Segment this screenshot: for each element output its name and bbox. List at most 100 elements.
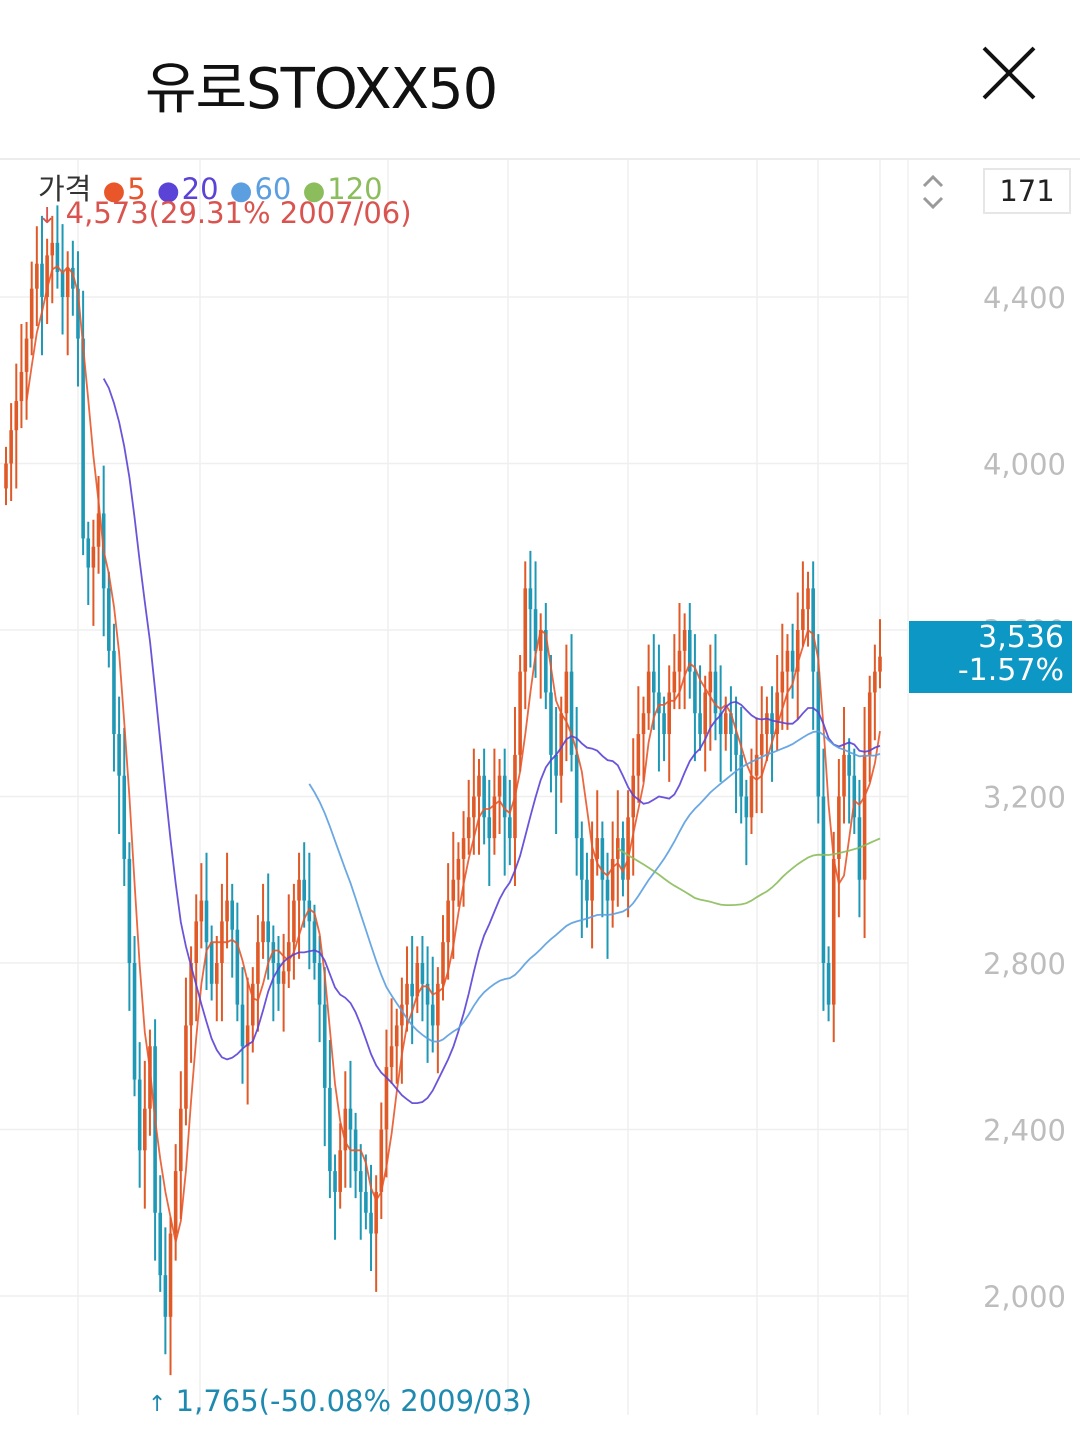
high-annotation-text: 4,573(29.31% 2007/06) <box>65 196 412 230</box>
candle-body <box>847 754 851 776</box>
candle-body <box>698 713 702 735</box>
current-price-badge: 3,536 -1.57% <box>909 621 1072 693</box>
legend-ma5-label: 5 <box>127 172 146 206</box>
candle-body <box>35 263 39 289</box>
candle-body <box>261 921 265 943</box>
candle-body <box>472 796 476 818</box>
candle-body <box>163 1275 168 1317</box>
candle-body <box>662 713 666 735</box>
candle-body <box>497 775 502 797</box>
low-annotation-text: 1,765(-50.08% 2009/03) <box>175 1384 533 1418</box>
candle-body <box>112 650 116 735</box>
ma60-line <box>308 730 881 1043</box>
candle-body <box>492 796 497 839</box>
candle-body <box>358 1171 363 1192</box>
candle-body <box>749 775 754 818</box>
candle-body <box>590 858 594 901</box>
candle-body <box>775 692 779 735</box>
candle-body <box>456 858 461 880</box>
candle-body <box>250 983 255 1026</box>
candle-body <box>451 879 456 901</box>
candle-body <box>646 671 651 714</box>
candle-body <box>173 1171 178 1234</box>
candle-body <box>168 1233 173 1317</box>
candle-body <box>430 1004 435 1026</box>
candle-body <box>199 900 204 922</box>
candle-body <box>723 713 728 735</box>
legend-ma60-dot: ● <box>229 176 253 206</box>
legend-ma20-label: 20 <box>181 172 219 206</box>
candle-body <box>45 255 49 297</box>
candle-body <box>682 630 687 651</box>
candle-body <box>600 838 605 880</box>
candle-body <box>19 371 24 402</box>
candle-body <box>40 263 44 297</box>
sort-updown-icon[interactable] <box>918 172 948 212</box>
candle-body <box>538 630 543 651</box>
candle-body <box>734 734 738 755</box>
high-annotation: ↓ 4,573(29.31% 2007/06) <box>38 196 412 230</box>
candle-body <box>276 963 281 984</box>
candle-body <box>765 713 769 735</box>
candle-body <box>333 1171 337 1192</box>
legend-price-label: 가격 <box>38 172 92 206</box>
candle-body <box>410 983 414 997</box>
candle-body <box>549 692 553 755</box>
candle-body <box>610 858 615 901</box>
candle-body <box>60 272 65 297</box>
y-tick-label: 3,200 <box>983 781 1066 815</box>
page-title: 유로STOXX50 <box>145 57 498 122</box>
candle-body <box>9 430 13 464</box>
candle-body <box>369 1212 373 1234</box>
y-tick-label: 4,400 <box>983 281 1066 315</box>
candle-body <box>117 734 121 776</box>
close-icon[interactable] <box>978 42 1040 104</box>
candle-body <box>91 546 96 568</box>
candle-body <box>677 650 682 672</box>
arrow-up-icon: ↑ <box>148 1392 167 1417</box>
candle-body <box>328 1087 332 1172</box>
candle-body <box>842 754 846 797</box>
candle-body <box>374 1191 378 1234</box>
candle-body <box>837 796 841 859</box>
candle-body <box>281 971 286 984</box>
candle-body <box>189 963 193 1026</box>
candle-body <box>307 900 312 922</box>
candle-body <box>559 713 564 776</box>
legend-ma20-dot: ● <box>156 176 180 206</box>
candle-body <box>651 671 656 693</box>
candle-body <box>585 879 589 901</box>
candle-body <box>790 650 795 672</box>
candle-body <box>127 858 132 963</box>
candle-body <box>785 650 790 672</box>
candle-body <box>528 588 533 610</box>
candle-body <box>739 754 743 797</box>
candle-body <box>831 858 836 1005</box>
candle-body <box>415 963 420 997</box>
candle-body <box>441 942 445 984</box>
candle-body <box>564 671 569 714</box>
candle-body <box>801 609 805 630</box>
candle-body <box>523 588 528 672</box>
candle-body <box>96 513 101 547</box>
candle-body <box>425 983 430 1005</box>
period-input[interactable]: 171 <box>983 168 1071 214</box>
candle-body <box>158 1212 163 1276</box>
candle-body <box>605 879 610 901</box>
header-bar: 유로STOXX50 <box>0 0 1080 160</box>
candle-body <box>204 900 209 943</box>
ma5-line <box>25 264 881 1243</box>
candle-body <box>338 1150 342 1192</box>
candle-body <box>24 338 29 372</box>
candle-body <box>446 900 450 943</box>
candle-body <box>81 338 85 539</box>
legend-ma120-dot: ● <box>302 176 326 206</box>
candle-body <box>544 630 548 693</box>
candle-body <box>657 692 661 714</box>
candle-body <box>770 713 774 735</box>
candle-body <box>230 900 235 930</box>
candle-body <box>420 963 425 984</box>
candle-body <box>214 963 219 984</box>
